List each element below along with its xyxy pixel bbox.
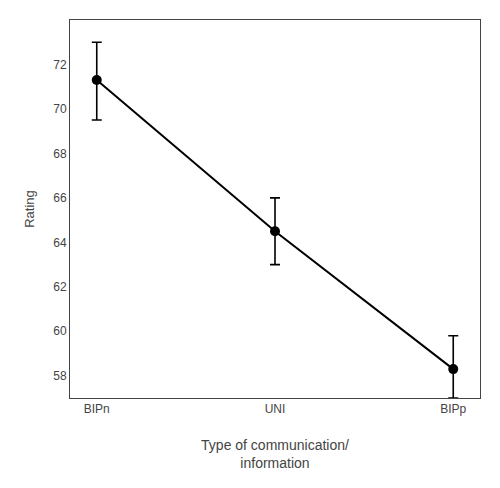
svg-text:62: 62 [53,280,67,294]
svg-text:70: 70 [53,102,67,116]
svg-text:66: 66 [53,191,67,205]
svg-text:64: 64 [53,236,67,250]
svg-text:60: 60 [53,324,67,338]
svg-text:Rating: Rating [22,190,37,228]
svg-text:Type of communication/informat: Type of communication/information [201,437,349,471]
svg-text:68: 68 [53,147,67,161]
svg-text:UNI: UNI [265,402,286,416]
svg-text:58: 58 [53,369,67,383]
svg-text:BIPp: BIPp [440,402,466,416]
svg-text:BIPn: BIPn [84,402,110,416]
svg-text:72: 72 [53,58,67,72]
